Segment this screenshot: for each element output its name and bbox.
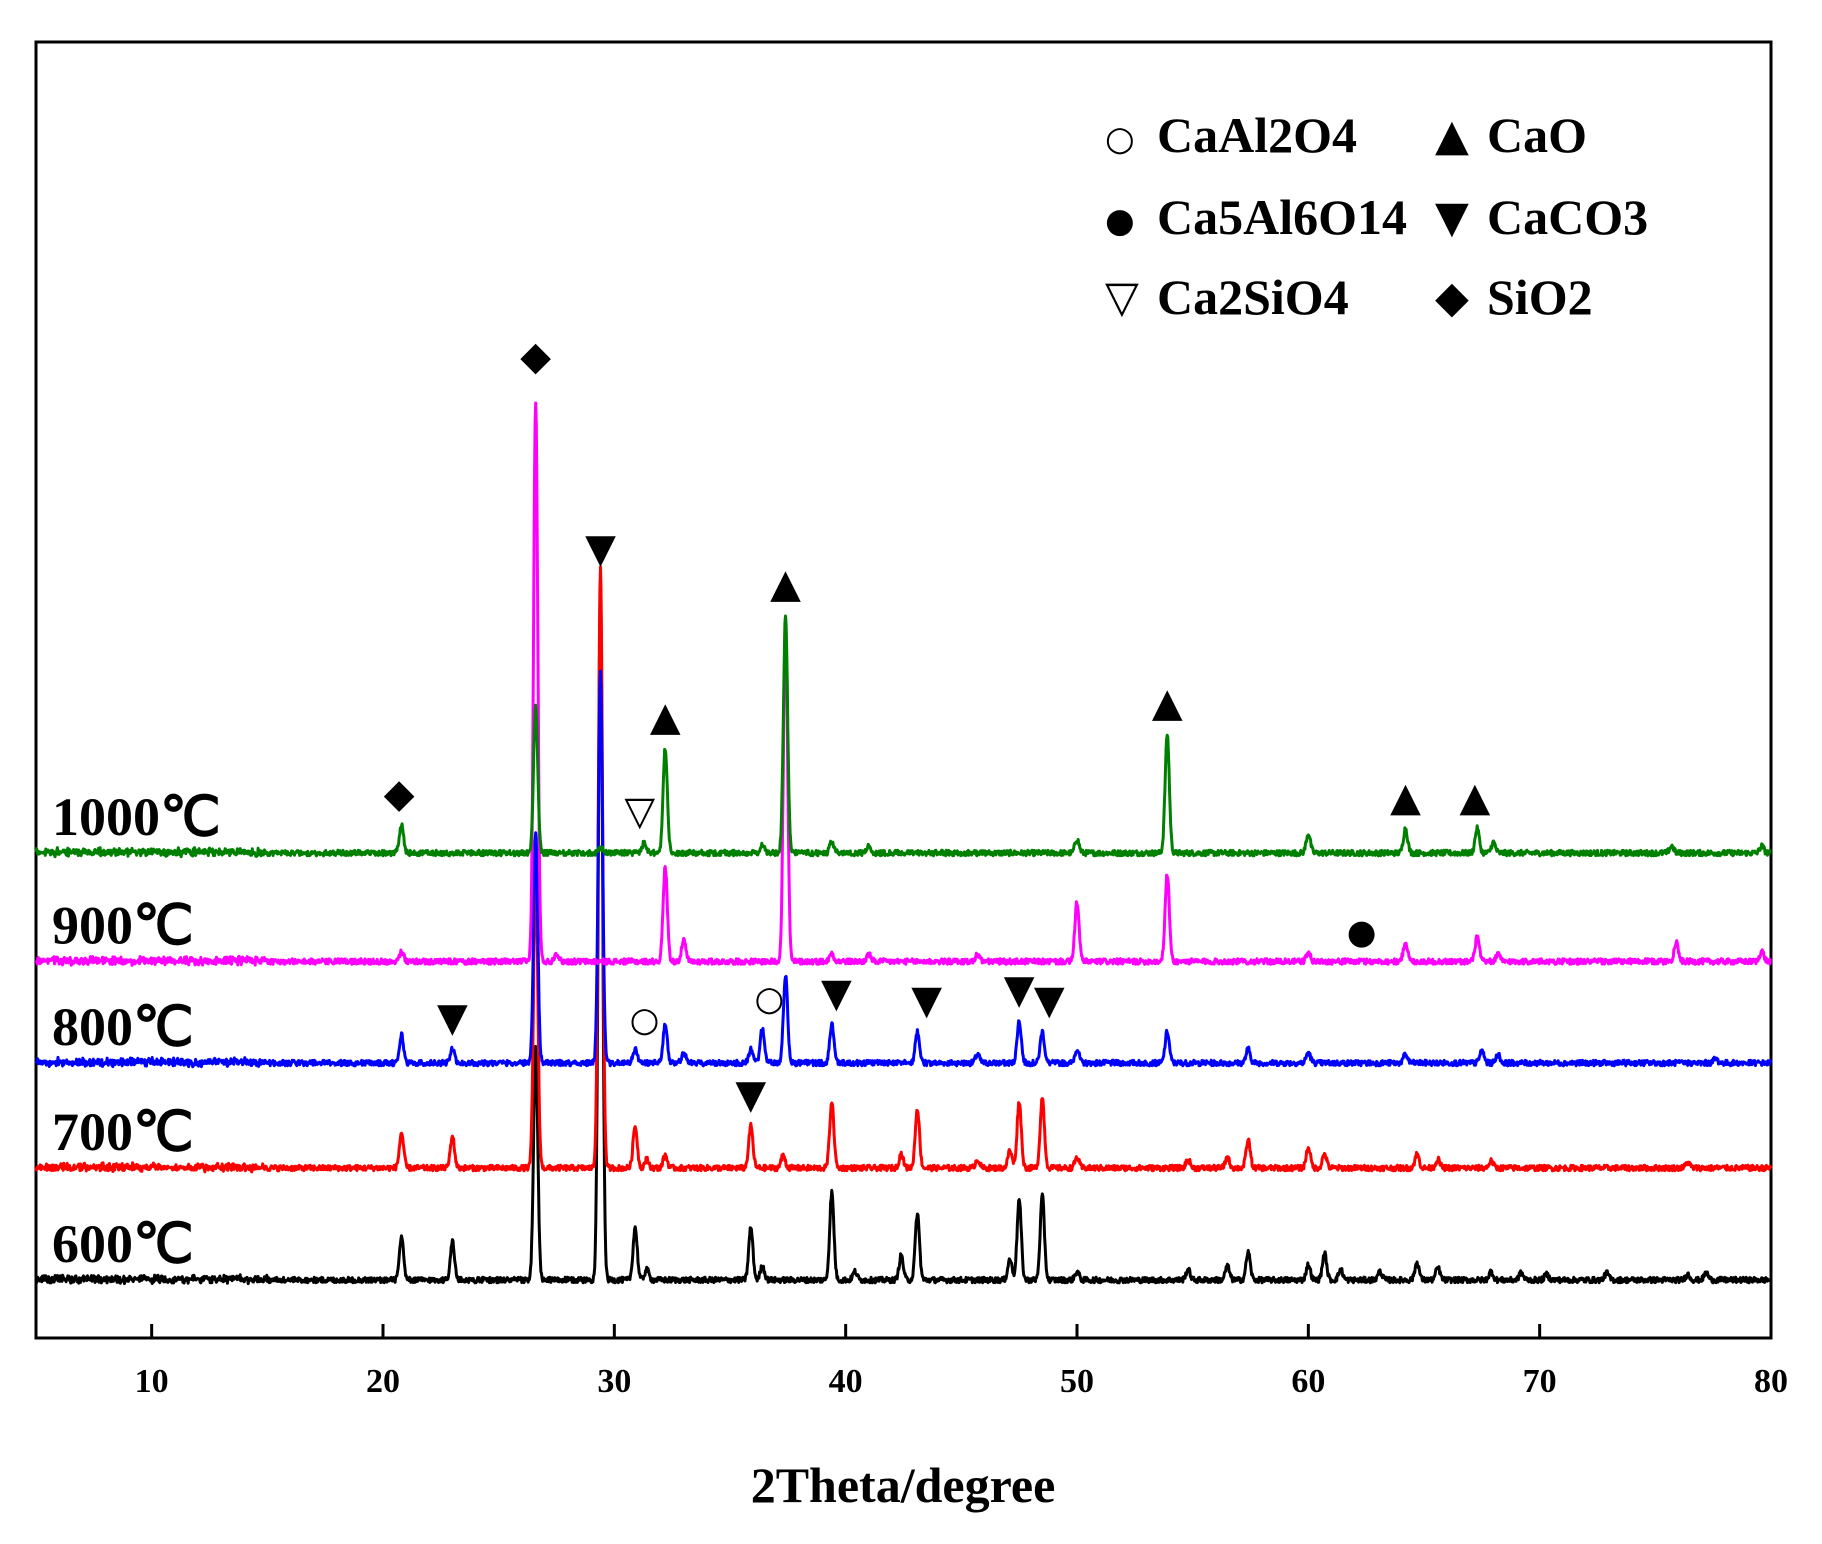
legend-symbol-Ca5Al6O14: ● (1105, 201, 1135, 241)
peak-marker-CaCO3-17: ▼ (735, 1072, 766, 1118)
peak-marker-CaAl2O4-12: ○ (754, 979, 784, 1019)
series-line-700℃ (34, 565, 1773, 1174)
legend-symbol-CaAl2O4: ○ (1105, 119, 1135, 159)
peak-marker-CaCO3-2: ▼ (585, 526, 616, 572)
series-labels: 600℃ 700℃ 800℃ 900℃ 1000℃ (52, 787, 221, 1274)
peak-marker-CaCO3-14: ▼ (911, 978, 942, 1024)
x-tick-label-30: 30 (597, 1363, 631, 1400)
series-label-900℃: 900℃ (52, 896, 194, 956)
legend-symbol-SiO2: ◆ (1435, 272, 1469, 323)
peak-marker-SiO2-0: ◆ (384, 771, 415, 817)
series-label-700℃: 700℃ (52, 1102, 194, 1162)
legend-label-CaCO3: CaCO3 (1487, 189, 1648, 245)
x-tick-label-40: 40 (829, 1363, 863, 1400)
peak-marker-CaCO3-16: ▼ (1034, 978, 1065, 1024)
peak-marker-Ca2SiO4-3: ▽ (624, 789, 655, 835)
x-tick-label-80: 80 (1754, 1363, 1788, 1400)
legend-symbol-Ca2SiO4: ▽ (1105, 272, 1139, 323)
peak-marker-CaCO3-10: ▼ (437, 995, 468, 1041)
legend-label-Ca2SiO4: Ca2SiO4 (1157, 269, 1349, 325)
peak-marker-Ca5Al6O14-9: ● (1347, 913, 1377, 953)
x-tick-label-70: 70 (1523, 1363, 1557, 1400)
peak-marker-CaO-8: ▲ (1460, 775, 1491, 821)
x-tick-label-10: 10 (135, 1363, 169, 1400)
peak-marker-CaO-6: ▲ (1152, 680, 1183, 726)
series-line-600℃ (34, 579, 1772, 1286)
peak-marker-CaAl2O4-11: ○ (630, 1000, 660, 1040)
legend-symbol-CaCO3: ▼ (1435, 192, 1469, 243)
series-label-600℃: 600℃ (52, 1214, 194, 1274)
legend-label-Ca5Al6O14: Ca5Al6O14 (1157, 189, 1407, 245)
peak-marker-CaO-5: ▲ (770, 561, 801, 607)
peak-marker-CaO-4: ▲ (650, 694, 681, 740)
series-line-800℃ (34, 669, 1773, 1069)
annotation-layer: ◆◆▼▽▲▲▲▲ ▲●▼ ○○ ▼ ▼ ▼ ▼▼ (384, 334, 1491, 1119)
x-tick-label-60: 60 (1291, 1363, 1325, 1400)
x-tick-label-20: 20 (366, 1363, 400, 1400)
plot-frame (34, 40, 1773, 1340)
legend-label-SiO2: SiO2 (1487, 269, 1593, 325)
x-axis: 10 20 30 40 50 60 70 80 (135, 1324, 1788, 1400)
legend-label-CaO: CaO (1487, 107, 1587, 163)
peak-marker-CaCO3-15: ▼ (1004, 967, 1035, 1013)
x-axis-title: 2Theta/degree (751, 1457, 1056, 1513)
peak-marker-CaO-7: ▲ (1390, 775, 1421, 821)
peak-marker-SiO2-1: ◆ (520, 334, 551, 380)
legend: ○ CaAl2O4 ▲ CaO ● Ca5Al6O14 ▼ CaCO3 ▽ Ca2SiO4 ◆ SiO… (1105, 107, 1648, 325)
series-label-1000℃: 1000℃ (52, 787, 221, 847)
series-layer (34, 401, 1773, 1286)
series-label-800℃: 800℃ (52, 997, 194, 1057)
series-line-900℃ (34, 401, 1772, 967)
peak-marker-CaCO3-13: ▼ (821, 971, 852, 1017)
legend-symbol-CaO: ▲ (1435, 110, 1469, 161)
legend-label-CaAl2O4: CaAl2O4 (1157, 107, 1357, 163)
x-tick-label-50: 50 (1060, 1363, 1094, 1400)
series-line-1000℃ (34, 614, 1772, 859)
